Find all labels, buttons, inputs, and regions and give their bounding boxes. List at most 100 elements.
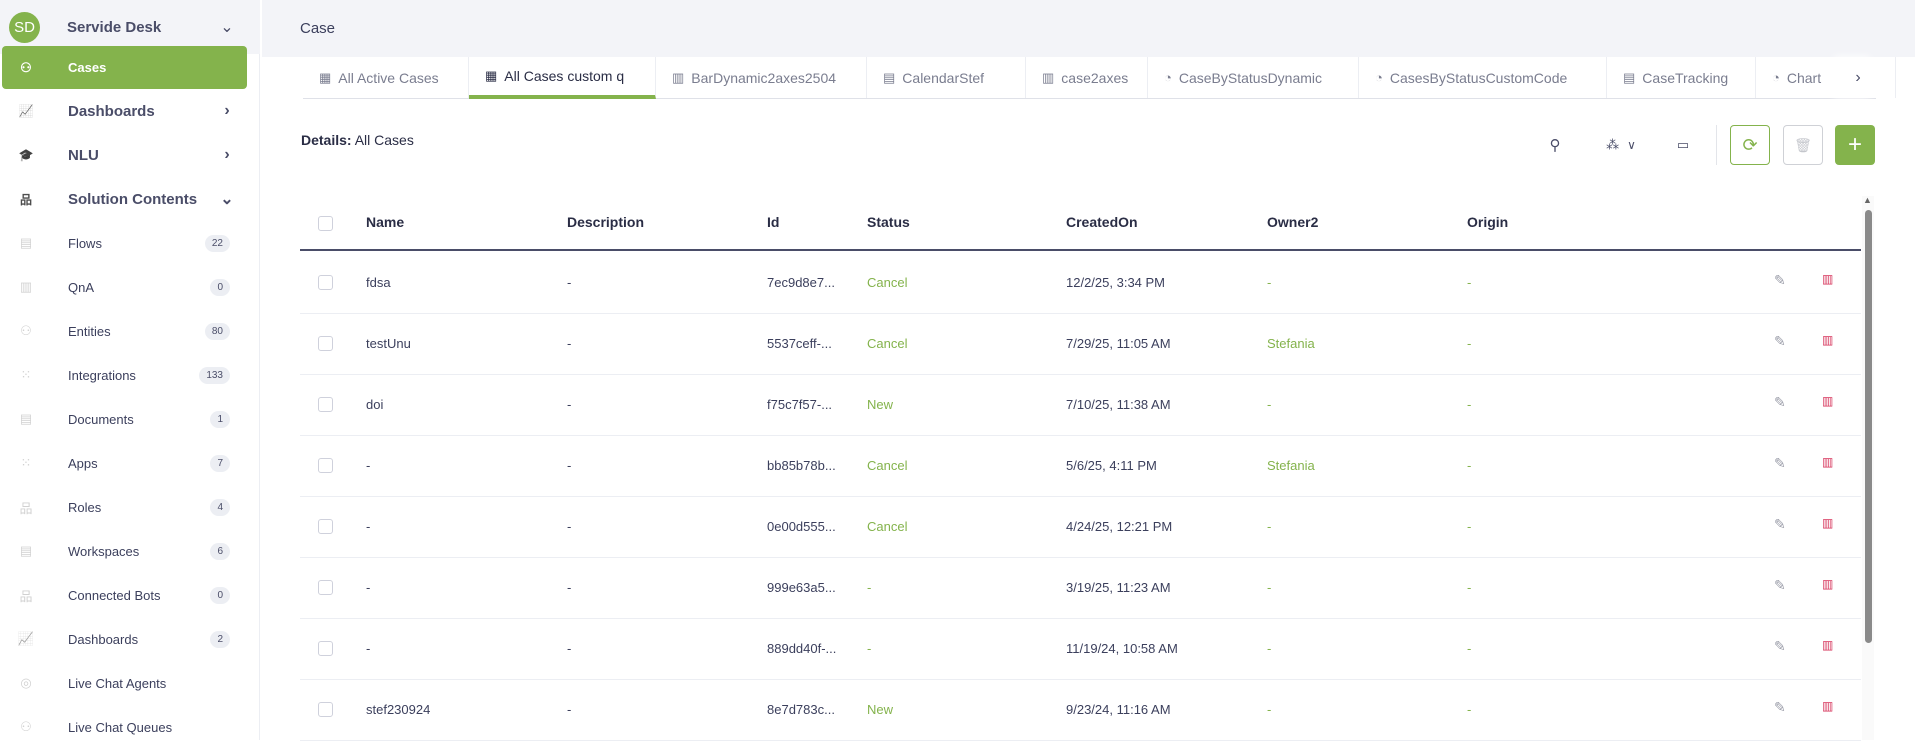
column-header-name[interactable]: Name — [366, 214, 405, 230]
table-row[interactable]: stef230924 - 8e7d783c... New 9/23/24, 11:16 … — [300, 680, 1861, 741]
connected-bots-icon: 品 — [19, 588, 33, 604]
refresh-button[interactable]: ⟳ — [1730, 125, 1770, 165]
edit-button[interactable]: ✎ — [1774, 577, 1786, 594]
column-header-owner2[interactable]: Owner2 — [1267, 214, 1319, 230]
delete-button[interactable]: ▥ — [1822, 516, 1833, 530]
row-checkbox[interactable] — [318, 641, 333, 656]
edit-button[interactable]: ✎ — [1774, 516, 1786, 533]
sidebar-item-connected-bots[interactable]: 品 Connected Bots 0 — [0, 573, 260, 617]
sidebar-item-nlu[interactable]: 🎓 NLU › — [0, 133, 260, 177]
search-icon: ⚲ — [1549, 137, 1561, 154]
edit-button[interactable]: ✎ — [1774, 394, 1786, 411]
select-all-checkbox[interactable] — [318, 216, 333, 231]
sidebar-item-label: QnA — [68, 279, 95, 295]
tabs-next-button[interactable]: › — [1840, 57, 1876, 98]
table-row[interactable]: - - 999e63a5... - 3/19/25, 11:23 AM - - ✎ ▥ — [300, 558, 1861, 619]
tab-calendarstef[interactable]: ▤ CalendarStef — [867, 57, 1026, 98]
row-checkbox[interactable] — [318, 458, 333, 473]
sidebar-item-live-chat-queues[interactable]: ⚇ Live Chat Queues — [0, 705, 260, 749]
cell-id: 889dd40f-... — [767, 641, 837, 656]
count-badge: 4 — [210, 498, 230, 516]
tab-casetracking[interactable]: ▤ CaseTracking — [1607, 57, 1756, 98]
row-checkbox[interactable] — [318, 702, 333, 717]
delete-button[interactable]: ▥ — [1822, 455, 1833, 469]
column-header-createdon[interactable]: CreatedOn — [1066, 214, 1138, 230]
scroll-up-arrow[interactable]: ▲ — [1863, 195, 1872, 205]
column-header-status[interactable]: Status — [867, 214, 910, 230]
sidebar-item-entities[interactable]: ⚇ Entities 80 — [0, 309, 260, 353]
sidebar-item-roles[interactable]: 品 Roles 4 — [0, 485, 260, 529]
edit-button[interactable]: ✎ — [1774, 638, 1786, 655]
sidebar-item-apps[interactable]: ⁙ Apps 7 — [0, 441, 260, 485]
sidebar-item-label: Connected Bots — [68, 587, 161, 603]
sidebar-item-documents[interactable]: ▤ Documents 1 — [0, 397, 260, 441]
delete-button[interactable]: ▥ — [1822, 638, 1833, 652]
sidebar-item-label: NLU — [68, 146, 99, 164]
row-checkbox[interactable] — [318, 580, 333, 595]
cell-id: f75c7f57-... — [767, 397, 833, 412]
edit-button[interactable]: ✎ — [1774, 333, 1786, 350]
cell-owner2: - — [1267, 580, 1272, 595]
tab-bardynamic2axes2504[interactable]: ▥ BarDynamic2axes2504 — [656, 57, 867, 98]
edit-button[interactable]: ✎ — [1774, 272, 1786, 289]
table-row[interactable]: - - bb85b78b... Cancel 5/6/25, 4:11 PM Stefan… — [300, 436, 1861, 497]
edit-button[interactable]: ✎ — [1774, 699, 1786, 716]
delete-button[interactable]: ▥ — [1822, 577, 1833, 591]
sidebar-item-dashboards[interactable]: 📈 Dashboards › — [0, 89, 260, 133]
cases-icon: ⚇ — [20, 59, 32, 75]
table-row[interactable]: - - 889dd40f-... - 11/19/24, 10:58 AM - - ✎ ▥ — [300, 619, 1861, 680]
bulk-delete-button[interactable]: 🗑 — [1783, 125, 1823, 165]
tab-casesbystatuscustomcode[interactable]: ◔ CasesByStatusCustomCode — [1359, 57, 1607, 98]
tab-all-cases-custom-q[interactable]: ▦ All Cases custom q — [469, 57, 656, 99]
cell-name: - — [366, 641, 371, 656]
edit-icon: ✎ — [1774, 272, 1786, 288]
tab-label: CalendarStef — [902, 69, 985, 86]
sidebar-item-workspaces[interactable]: ▤ Workspaces 6 — [0, 529, 260, 573]
sidebar-item-qna[interactable]: ▥ QnA 0 — [0, 265, 260, 309]
table-row[interactable]: testUnu - 5537ceff-... Cancel 7/29/25, 11:05… — [300, 314, 1861, 375]
table-row[interactable]: - - 0e00d555... Cancel 4/24/25, 12:21 PM - - ✎ ▥ — [300, 497, 1861, 558]
scrollbar-thumb[interactable] — [1865, 210, 1872, 643]
row-checkbox[interactable] — [318, 275, 333, 290]
row-checkbox[interactable] — [318, 519, 333, 534]
delete-button[interactable]: ▥ — [1822, 394, 1833, 408]
table-row[interactable]: doi - f75c7f57-... New 7/10/25, 11:38 AM - - ✎ ▥ — [300, 375, 1861, 436]
delete-button[interactable]: ▥ — [1822, 699, 1833, 713]
sidebar-item-dashboards[interactable]: 📈 Dashboards 2 — [0, 617, 260, 661]
tab-chart[interactable]: ◔ Chart — [1756, 57, 1896, 98]
column-header-origin[interactable]: Origin — [1467, 214, 1509, 230]
cell-origin: - — [1467, 641, 1472, 656]
grid-icon: ▦ — [319, 69, 332, 85]
tab-all-active-cases[interactable]: ▦ All Active Cases — [303, 57, 469, 98]
comment-button[interactable]: ▭ — [1670, 132, 1696, 158]
column-header-description[interactable]: Description — [567, 214, 645, 230]
count-badge: 22 — [204, 234, 230, 252]
table-row[interactable]: fdsa - 7ec9d8e7... Cancel 12/2/25, 3:34 PM - -… — [300, 253, 1861, 314]
trash-icon: ▥ — [1822, 516, 1834, 530]
workspace-switcher[interactable]: SD Servide Desk ⌄ — [0, 0, 260, 54]
delete-button[interactable]: ▥ — [1822, 333, 1833, 347]
row-checkbox[interactable] — [318, 397, 333, 412]
column-header-id[interactable]: Id — [767, 214, 780, 230]
cell-createdon: 12/2/25, 3:34 PM — [1066, 275, 1166, 290]
sidebar-item-integrations[interactable]: ⁙ Integrations 133 — [0, 353, 260, 397]
sidebar-item-label: Live Chat Queues — [68, 719, 173, 735]
sidebar-item-live-chat-agents[interactable]: ◎ Live Chat Agents — [0, 661, 260, 705]
tab-case2axes[interactable]: ▥ case2axes — [1026, 57, 1148, 98]
tab-casebystatusdynamic[interactable]: ◔ CaseByStatusDynamic — [1148, 57, 1359, 98]
edit-button[interactable]: ✎ — [1774, 455, 1786, 472]
row-checkbox[interactable] — [318, 336, 333, 351]
live-chat-queues-icon: ⚇ — [20, 719, 32, 734]
group-by-button[interactable]: ⁂ ∨ — [1598, 132, 1644, 158]
cell-origin: - — [1467, 336, 1472, 351]
chevron-right-icon: › — [224, 146, 230, 163]
sidebar-item-cases[interactable]: ⚇ Cases — [2, 46, 247, 89]
add-button[interactable]: + — [1835, 125, 1875, 165]
calendar-icon: ▤ — [883, 69, 896, 85]
sidebar-item-flows[interactable]: ▤ Flows 22 — [0, 221, 260, 265]
group-icon: ⁂ — [1606, 137, 1620, 152]
search-button[interactable]: ⚲ — [1542, 132, 1568, 158]
delete-button[interactable]: ▥ — [1822, 272, 1833, 286]
sidebar-item-solution-contents[interactable]: 品 Solution Contents ⌄ — [0, 177, 260, 221]
cell-name: doi — [366, 397, 384, 412]
